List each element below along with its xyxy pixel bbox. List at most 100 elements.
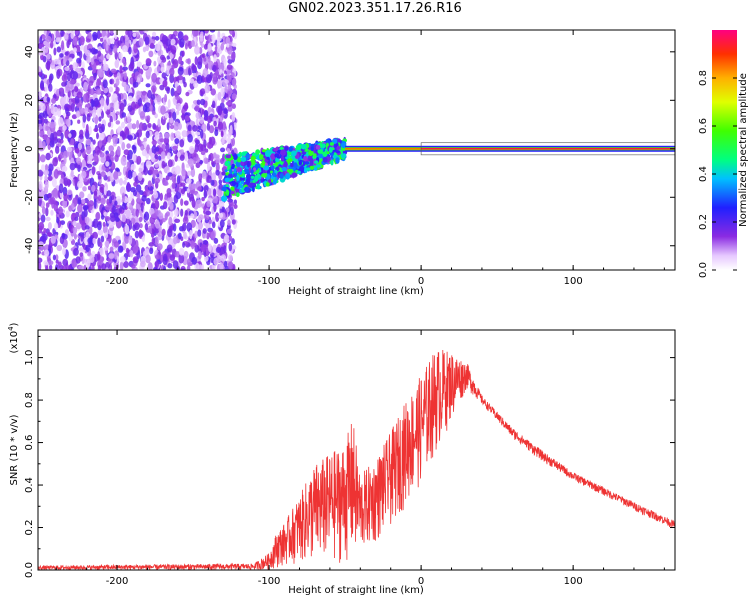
spectrogram-cell	[55, 259, 59, 264]
spectrogram-cell	[78, 265, 85, 270]
spectrogram-cell	[145, 130, 150, 139]
spectrogram-cell	[174, 154, 178, 162]
spectrogram-cell	[63, 177, 69, 187]
spectrogram-cell	[49, 196, 56, 205]
spectrogram-cell	[121, 112, 126, 118]
spectrogram-cell	[149, 104, 154, 112]
spectrogram-cell	[146, 115, 151, 121]
spectrogram-cell	[224, 177, 230, 183]
spectrogram-cell	[190, 213, 195, 219]
spectrogram-cell	[83, 264, 87, 270]
spectrogram-cell	[340, 153, 347, 159]
spectrogram-cell	[176, 151, 181, 158]
spectrogram-cell	[151, 110, 156, 116]
spectrogram-cell	[182, 76, 186, 84]
spectrogram-cell	[222, 121, 227, 131]
snr-frame	[37, 329, 676, 571]
spectrogram-cell	[199, 37, 204, 42]
spectrogram-cell	[202, 68, 209, 78]
spectrogram-cell	[38, 112, 45, 118]
spectrogram-cell	[196, 74, 203, 84]
spectrogram-cell	[104, 64, 109, 72]
spectrogram-cell	[138, 37, 144, 47]
spectrogram-cell	[62, 247, 66, 256]
spectrogram-cell	[80, 108, 85, 114]
spectrogram-cell	[100, 214, 105, 220]
spectrogram-cell	[45, 152, 51, 161]
spectrogram-cell	[154, 35, 160, 41]
spectrogram-cell	[81, 198, 86, 204]
spectrogram-cell	[101, 110, 104, 119]
spectrogram-cell	[221, 171, 226, 176]
spectrogram-cell	[76, 57, 82, 64]
spectrogram-cell	[38, 104, 41, 110]
spectrogram-cell	[72, 71, 79, 80]
spectrogram-cell	[223, 260, 228, 268]
spectrogram-cell	[144, 36, 150, 45]
spectrogram-cell	[226, 43, 230, 48]
snr-series-line	[38, 349, 675, 570]
spectrogram-cell	[229, 201, 234, 208]
spectrogram-cell	[322, 157, 328, 163]
spectrogram-cell	[82, 186, 87, 192]
spectrogram-cell	[108, 51, 113, 56]
spectrogram-cell	[112, 113, 117, 122]
spectrogram-cell	[197, 250, 202, 260]
spectrogram-cell	[223, 245, 227, 254]
spectrogram-cell	[101, 263, 107, 270]
spectrogram-cell	[53, 47, 57, 56]
spectrogram-cell	[101, 30, 106, 37]
spectrogram-cell	[211, 33, 216, 44]
spectrogram-cell	[152, 123, 157, 130]
spectrogram-cell	[192, 124, 198, 132]
spectrogram-cell	[62, 57, 66, 66]
spectrogram-cell	[179, 38, 185, 48]
y-tick-label: 1.0	[24, 350, 35, 366]
spectrogram-cell	[184, 151, 188, 162]
spectrogram-cell	[150, 42, 154, 48]
spectrogram-cell	[115, 78, 120, 86]
spectrogram-cell	[128, 235, 133, 245]
spectrogram-cell	[154, 163, 159, 168]
spectrogram-cell	[182, 241, 186, 248]
spectrogram-cell	[83, 81, 88, 92]
spectrogram-cell	[221, 97, 225, 104]
spectrogram-cell	[207, 161, 211, 172]
spectrogram-cell	[106, 53, 111, 60]
spectrogram-cell	[140, 106, 144, 112]
x-tick-label: -100	[258, 576, 281, 587]
spectrogram-cell	[43, 96, 48, 103]
x-tick-label: 100	[564, 576, 583, 587]
spectrogram-cell	[44, 174, 48, 182]
spectrogram-cell	[60, 132, 64, 140]
spectrogram-cell	[174, 251, 181, 258]
spectrogram-cell	[98, 68, 104, 78]
spectrogram-cell	[77, 204, 83, 214]
spectrogram-cell	[128, 46, 132, 55]
spectrogram-cell	[136, 94, 140, 100]
spectrogram-cell	[47, 192, 52, 198]
spectrogram-cell	[64, 66, 70, 72]
spectrogram-cell	[99, 37, 104, 42]
spectrogram-cell	[194, 56, 198, 66]
spectrogram-cell	[281, 167, 287, 172]
spectrogram-cell	[91, 166, 96, 176]
y-tick-label: 0	[24, 146, 35, 152]
spectrogram-cell	[96, 80, 100, 88]
spectrogram-cell	[151, 145, 157, 154]
spectrogram-cell	[107, 136, 111, 143]
spectrogram-cell	[184, 115, 190, 122]
spectrogram-cell	[226, 228, 233, 234]
snr-ylabel: SNR (10 * v/v)	[9, 414, 20, 485]
spectrogram-cell	[61, 165, 68, 172]
colorbar-label: Normalized spectral amplitude	[738, 73, 749, 227]
spectrogram-cell	[137, 77, 141, 83]
spectrogram-cell	[91, 47, 96, 55]
spectrogram-cell	[224, 79, 229, 84]
spectrogram-cell	[108, 253, 115, 259]
spectrogram-cell	[84, 216, 90, 224]
spectrogram-cell	[123, 72, 128, 81]
spectrogram-cell	[160, 66, 165, 73]
spectrogram-cell	[121, 202, 127, 211]
